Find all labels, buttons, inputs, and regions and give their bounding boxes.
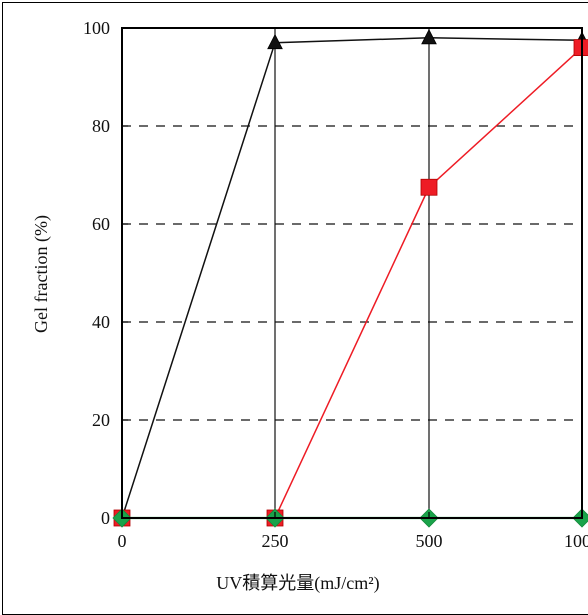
series-layer bbox=[112, 28, 588, 528]
y-tick-label-60: 60 bbox=[92, 214, 110, 234]
y-tick-label-40: 40 bbox=[92, 312, 110, 332]
plot-border bbox=[121, 27, 583, 519]
y-tick-label-80: 80 bbox=[92, 116, 110, 136]
series-0-point-1 bbox=[267, 33, 283, 50]
y-tick-label-20: 20 bbox=[92, 410, 110, 430]
axis-layer bbox=[121, 27, 583, 519]
text-layer: UV積算光量(mJ/cm²) Gel fraction (%) 0 20 40 60 8… bbox=[31, 18, 588, 594]
y-axis-title: Gel fraction (%) bbox=[31, 215, 52, 333]
series-0-point-2 bbox=[421, 28, 437, 45]
x-tick-label-500: 500 bbox=[416, 531, 443, 551]
series-1-point-2 bbox=[420, 178, 438, 196]
series-1-line bbox=[122, 47, 583, 519]
y-tick-label-100: 100 bbox=[83, 18, 110, 38]
x-axis-title: UV積算光量(mJ/cm²) bbox=[216, 573, 379, 594]
series-0-line bbox=[121, 37, 583, 519]
y-tick-label-0: 0 bbox=[101, 508, 110, 528]
x-tick-label-250: 250 bbox=[262, 531, 289, 551]
grid-layer bbox=[122, 28, 583, 518]
x-tick-label-0: 0 bbox=[118, 531, 127, 551]
